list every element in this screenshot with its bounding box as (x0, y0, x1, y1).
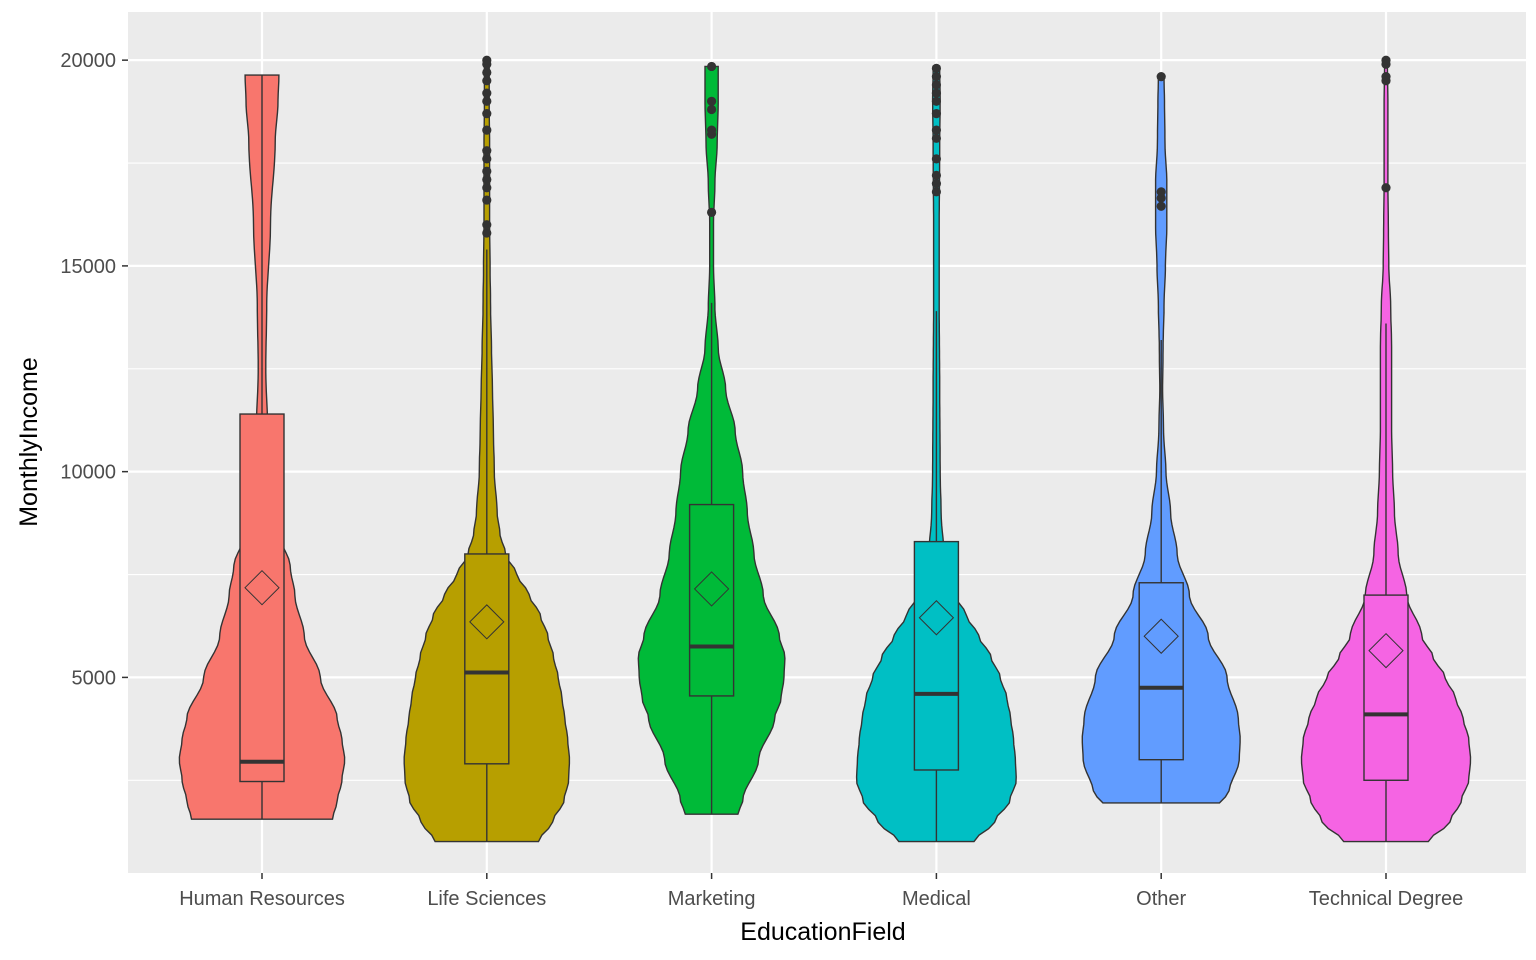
outlier-point (1156, 201, 1166, 211)
y-tick-label-0: 5000 (72, 667, 117, 689)
violin-group-0 (178, 74, 346, 820)
iqr-box (688, 503, 735, 697)
outlier-point (1381, 183, 1391, 193)
y-axis-title: MonthlyIncome (15, 357, 43, 527)
x-tick-label-0: Human Resources (179, 888, 345, 910)
y-tick-label-1: 10000 (60, 462, 116, 484)
outlier-point (482, 109, 492, 119)
outlier-point (1156, 187, 1166, 197)
outlier-point (482, 67, 492, 78)
outlier-point (931, 187, 942, 197)
violins (178, 55, 1472, 843)
mean-diamond (244, 569, 280, 606)
outlier-point (931, 125, 942, 135)
outlier-point (931, 179, 942, 189)
outlier-point (1381, 72, 1391, 82)
mean-diamond (469, 604, 505, 640)
outlier-point (482, 154, 492, 164)
outlier-point (1156, 72, 1166, 82)
outlier-point (482, 174, 492, 185)
iqr-box (239, 413, 285, 783)
mean-diamond (1143, 618, 1179, 654)
outlier-point (931, 170, 942, 180)
violin-group-2 (637, 61, 786, 815)
outlier-point (482, 183, 492, 193)
outlier-point (1381, 55, 1391, 65)
outlier-point (482, 55, 492, 65)
outlier-point (482, 125, 492, 135)
outlier-point (482, 166, 492, 176)
outlier-point (707, 125, 717, 135)
outlier-point (482, 96, 492, 106)
x-axis-title: EducationField (740, 918, 905, 946)
violin-group-4 (1081, 72, 1241, 804)
outlier-point (482, 195, 492, 205)
outlier-point (931, 80, 942, 90)
x-tick-label-2: Marketing (668, 888, 756, 910)
y-tick-label-3: 20000 (60, 50, 116, 72)
y-axis: 5000 10000 15000 20000 (60, 50, 128, 689)
outlier-point (931, 109, 942, 119)
outlier-point (707, 207, 717, 218)
violin-group-1 (403, 55, 571, 843)
outlier-point (707, 61, 717, 72)
iqr-box (464, 553, 510, 765)
minor-gridlines (128, 162, 1526, 781)
plot-panel (128, 12, 1526, 873)
x-axis: Human Resources Life Sciences Marketing Med… (179, 873, 1463, 910)
outlier-point (931, 133, 942, 143)
x-tick-label-3: Medical (902, 888, 971, 910)
x-tick-label-1: Life Sciences (427, 888, 546, 910)
outlier-point (931, 154, 942, 164)
outlier-point (931, 63, 942, 73)
mean-diamond (693, 571, 730, 607)
outlier-point (931, 96, 942, 106)
violin-group-5 (1300, 55, 1472, 843)
x-tick-label-4: Other (1136, 888, 1186, 910)
mean-diamond (918, 600, 955, 636)
outlier-point (482, 88, 492, 98)
violin-group-3 (855, 63, 1017, 843)
outlier-point (482, 228, 492, 238)
outlier-point (482, 146, 492, 156)
outlier-point (482, 220, 492, 230)
mean-diamond (1368, 632, 1404, 669)
outlier-point (931, 72, 942, 82)
outlier-point (707, 104, 717, 115)
outlier-point (707, 96, 717, 106)
iqr-box (1363, 594, 1409, 781)
iqr-box (913, 540, 960, 771)
y-tick-label-2: 15000 (60, 256, 116, 278)
iqr-box (1138, 582, 1184, 761)
outlier-point (931, 88, 942, 98)
x-tick-label-5: Technical Degree (1309, 888, 1464, 910)
outlier-point (482, 76, 492, 86)
